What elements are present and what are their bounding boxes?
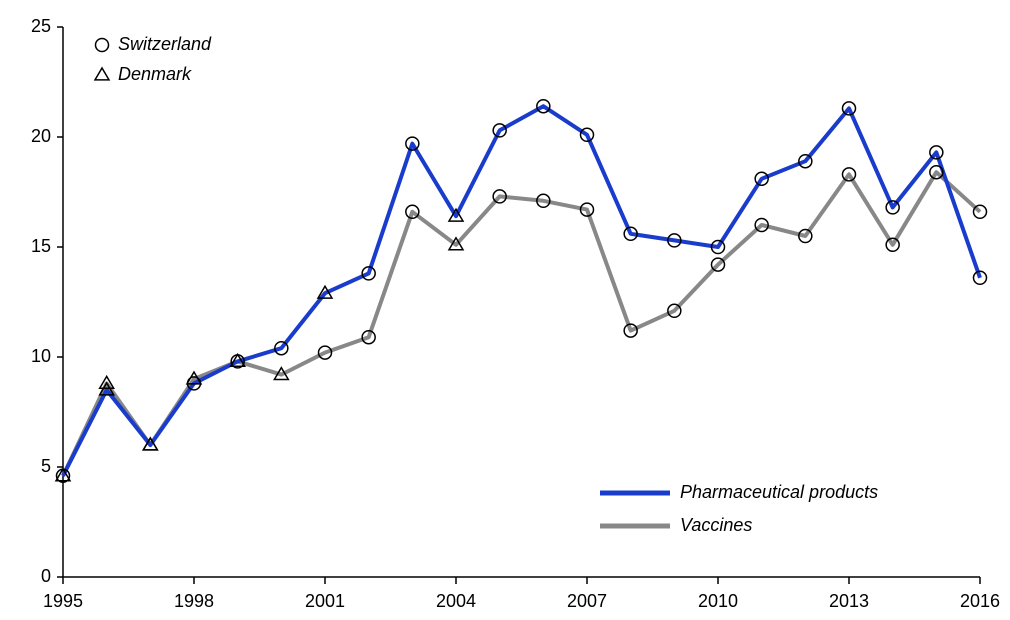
marker bbox=[317, 345, 333, 360]
marker bbox=[972, 270, 988, 286]
x-tick-label: 2013 bbox=[829, 591, 869, 611]
marker bbox=[54, 467, 72, 482]
marker bbox=[623, 226, 638, 242]
marker bbox=[447, 236, 465, 251]
y-tick-label: 0 bbox=[41, 566, 51, 586]
marker bbox=[142, 436, 159, 451]
marker bbox=[361, 329, 376, 345]
marker bbox=[754, 171, 769, 187]
marker bbox=[229, 352, 246, 368]
marker bbox=[536, 98, 551, 114]
marker bbox=[710, 257, 726, 272]
legend-label: Denmark bbox=[118, 64, 192, 84]
marker bbox=[98, 374, 115, 390]
series-line bbox=[61, 104, 982, 477]
marker bbox=[710, 239, 726, 255]
x-tick-label: 2007 bbox=[567, 591, 607, 611]
x-tick-label: 1995 bbox=[43, 591, 83, 611]
y-tick-label: 25 bbox=[31, 16, 51, 36]
x-tick-label: 2010 bbox=[698, 591, 738, 611]
legend-label: Vaccines bbox=[680, 515, 752, 535]
marker bbox=[230, 354, 245, 369]
marker bbox=[667, 233, 682, 248]
y-tick-label: 10 bbox=[31, 346, 51, 366]
marker bbox=[885, 237, 900, 253]
legend-label: Pharmaceutical products bbox=[680, 482, 878, 502]
x-tick-label: 1998 bbox=[174, 591, 214, 611]
marker bbox=[754, 217, 769, 233]
legend-label: Switzerland bbox=[118, 34, 212, 54]
marker bbox=[405, 204, 420, 220]
legend-marker bbox=[94, 37, 110, 53]
y-tick-label: 5 bbox=[41, 456, 51, 476]
marker bbox=[798, 153, 813, 169]
legend-marker bbox=[93, 66, 111, 81]
y-tick-label: 20 bbox=[31, 126, 51, 146]
marker bbox=[273, 366, 290, 381]
series-line bbox=[61, 170, 982, 477]
marker bbox=[492, 123, 507, 138]
y-tick-label: 15 bbox=[31, 236, 51, 256]
marker bbox=[274, 340, 289, 356]
marker bbox=[316, 284, 334, 299]
marker bbox=[841, 167, 857, 182]
x-tick-label: 2016 bbox=[960, 591, 1000, 611]
marker bbox=[667, 303, 682, 319]
marker bbox=[623, 323, 638, 338]
marker bbox=[929, 164, 944, 180]
x-tick-label: 2001 bbox=[305, 591, 345, 611]
marker bbox=[361, 266, 376, 281]
marker bbox=[55, 468, 71, 484]
marker bbox=[98, 381, 115, 396]
x-tick-label: 2004 bbox=[436, 591, 476, 611]
marker bbox=[885, 200, 900, 215]
marker bbox=[405, 136, 420, 151]
marker bbox=[186, 376, 202, 391]
marker bbox=[447, 207, 465, 222]
marker bbox=[579, 127, 595, 143]
marker bbox=[841, 101, 857, 116]
marker bbox=[929, 145, 944, 160]
marker bbox=[972, 204, 988, 220]
marker bbox=[536, 193, 551, 209]
marker bbox=[579, 202, 595, 217]
marker bbox=[798, 228, 813, 244]
marker bbox=[492, 189, 507, 204]
